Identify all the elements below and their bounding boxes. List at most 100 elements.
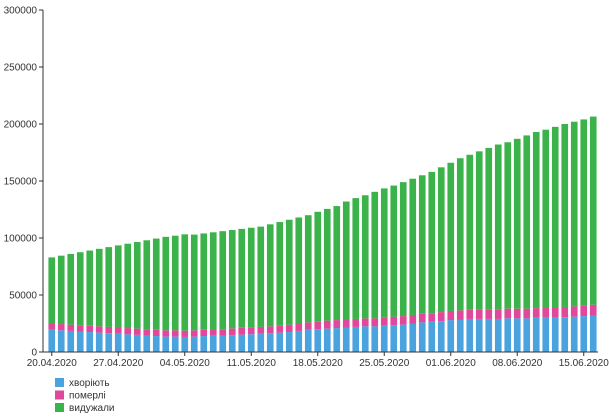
bar-deaths [143,329,151,336]
bar-recovered [86,250,94,326]
bar-active [181,336,189,352]
bar-active [162,336,170,352]
bar-deaths [323,320,331,329]
bar-active [437,321,445,352]
bar-deaths [276,325,284,333]
bar-recovered [257,226,265,327]
bar-deaths [437,312,445,322]
bar-recovered [314,211,322,322]
bar-recovered [171,235,179,331]
bar-recovered [238,228,246,328]
bar-active [238,334,246,352]
bar-recovered [48,257,56,324]
bar-active [171,336,179,352]
bar-recovered [523,135,531,309]
bar-deaths [181,330,189,337]
y-tick-label: 300000 [4,6,38,17]
bar-recovered [475,151,483,310]
x-tick-label: 18.05.2020 [293,358,343,369]
bar-recovered [485,147,493,310]
bar-recovered [276,222,284,326]
bar-active [295,330,303,352]
bar-recovered [285,219,293,325]
bar-deaths [570,306,578,317]
bar-deaths [171,330,179,337]
bar-deaths [380,317,388,326]
bar-active [580,316,588,352]
y-tick-label: 50000 [9,291,37,302]
bar-recovered [304,215,312,323]
bar-recovered [57,255,65,325]
bar-active [200,336,208,352]
bar-recovered [124,243,132,329]
bar-active [380,325,388,352]
bar-active [494,318,502,352]
bar-active [361,326,369,352]
bar-recovered [95,248,103,327]
bar-deaths [209,329,217,336]
bar-deaths [342,319,350,328]
x-tick-label: 01.06.2020 [426,358,476,369]
bar-recovered [162,236,170,331]
bar-recovered [219,231,227,330]
bar-recovered [152,238,160,330]
bar-active [447,320,455,352]
bar-active [76,331,84,352]
bar-deaths [285,324,293,333]
bar-recovered [333,206,341,321]
bar-deaths [95,326,103,333]
bar-deaths [390,316,398,326]
bar-deaths [314,321,322,330]
bar-recovered [323,208,331,321]
bar-recovered [513,138,521,309]
bar-deaths [228,328,236,336]
bar-active [143,335,151,352]
bar-deaths [86,325,94,333]
bar-recovered [456,158,464,311]
bar-active [314,329,322,352]
bar-active [561,317,569,352]
bar-deaths [190,330,198,337]
bar-deaths [580,305,588,317]
bar-recovered [409,178,417,315]
bar-deaths [589,304,597,316]
bar-active [371,326,379,352]
bar-active [86,332,94,352]
bar-deaths [333,320,341,329]
bar-recovered [390,185,398,317]
bar-recovered [418,175,426,314]
bar-active [247,334,255,352]
bar-deaths [561,306,569,318]
bar-deaths [76,325,84,332]
legend-swatch-recovered [55,403,64,412]
bar-active [209,335,217,352]
bar-recovered [466,154,474,310]
bar-active [466,318,474,352]
bar-active [390,325,398,352]
bar-active [342,327,350,352]
bar-recovered [342,201,350,320]
bar-active [266,333,274,352]
bar-deaths [162,330,170,337]
bar-deaths [513,308,521,319]
bar-deaths [504,308,512,319]
bar-deaths [152,329,160,337]
bar-recovered [228,230,236,329]
bar-active [532,317,540,352]
bar-recovered [589,116,597,305]
bar-active [418,322,426,352]
bar-recovered [67,253,75,325]
bar-active [333,328,341,352]
bar-active [276,332,284,352]
bar-active [352,326,360,352]
bar-recovered [190,234,198,331]
bar-deaths [532,308,540,318]
bar-recovered [133,241,141,329]
bar-recovered [494,144,502,310]
bar-active [114,333,122,352]
bar-deaths [418,313,426,323]
bar-active [57,330,65,352]
bar-recovered [247,227,255,328]
